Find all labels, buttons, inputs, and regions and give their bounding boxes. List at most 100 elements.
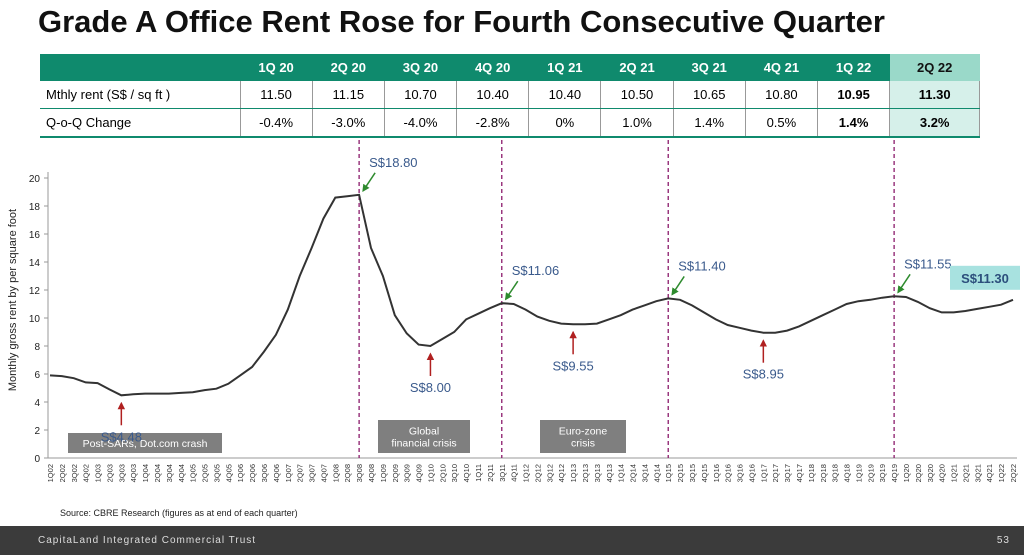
x-tick-label: 4Q07: [319, 464, 328, 482]
table-cell: 3.2%: [889, 108, 981, 138]
table-cell: 10.40: [528, 81, 602, 109]
x-tick-label: 3Q07: [308, 464, 317, 482]
x-tick-label: 1Q11: [474, 464, 483, 482]
x-tick-label: 4Q09: [415, 464, 424, 482]
x-tick-label: 1Q03: [94, 464, 103, 482]
period-label: Euro-zone: [559, 426, 608, 438]
x-tick-label: 3Q09: [403, 464, 412, 482]
x-tick-label: 2Q07: [296, 464, 305, 482]
x-tick-label: 4Q02: [82, 464, 91, 482]
x-tick-label: 1Q02: [46, 464, 55, 482]
x-tick-label: 4Q17: [795, 464, 804, 482]
x-tick-label: 4Q03: [129, 464, 138, 482]
x-tick-label: 1Q06: [236, 464, 245, 482]
x-tick-label: 3Q10: [450, 464, 459, 482]
header-cell: 2Q 21: [600, 54, 674, 81]
x-tick-label: 4Q14: [652, 464, 661, 482]
header-row: 1Q 20 2Q 20 3Q 20 4Q 20 1Q 21 2Q 21 3Q 21 4Q 21…: [40, 54, 980, 81]
table-cell: 0.5%: [745, 108, 819, 138]
table-cell: -4.0%: [384, 108, 458, 138]
table-cell: 1.0%: [600, 108, 674, 138]
x-tick-label: 2Q14: [629, 464, 638, 482]
x-tick-label: 1Q10: [426, 464, 435, 482]
x-tick-label: 4Q08: [367, 464, 376, 482]
table-cell: 11.15: [312, 81, 385, 109]
x-tick-label: 4Q20: [938, 464, 947, 482]
last-label-box: [950, 265, 1020, 290]
x-tick-label: 4Q12: [557, 464, 566, 482]
header-cell: 4Q 20: [456, 54, 529, 81]
x-tick-label: 2Q21: [961, 464, 970, 482]
table-cell: 10.95: [817, 81, 891, 109]
x-tick-label: 2Q03: [105, 464, 114, 482]
x-tick-label: 3Q04: [165, 464, 174, 482]
x-tick-label: 1Q05: [189, 464, 198, 482]
rent-table: 1Q 20 2Q 20 3Q 20 4Q 20 1Q 21 2Q 21 3Q 21 4Q 21…: [40, 54, 981, 138]
header-cell: 1Q 20: [240, 54, 313, 81]
header-cell: 2Q 20: [312, 54, 385, 81]
x-tick-label: 1Q19: [854, 464, 863, 482]
annotation-label: S$4.48: [101, 429, 142, 444]
x-tick-label: 1Q15: [664, 464, 673, 482]
x-tick-label: 1Q12: [522, 464, 531, 482]
x-tick-label: 3Q16: [736, 464, 745, 482]
y-tick-label: 18: [29, 202, 41, 213]
table-row: Mthly rent (S$ / sq ft ) 11.50 11.15 10.70 1…: [40, 81, 981, 109]
annotation-arrow: [671, 275, 685, 296]
y-tick-label: 8: [34, 342, 40, 353]
annotation-label: S$8.00: [410, 380, 451, 395]
header-cell: 1Q 22: [817, 54, 890, 81]
table-cell: 10.80: [745, 81, 819, 109]
x-tick-label: 4Q10: [462, 464, 471, 482]
x-tick-label: 4Q18: [843, 464, 852, 482]
title: Grade A Office Rent Rose for Fourth Cons…: [38, 4, 885, 39]
x-tick-label: 1Q09: [379, 464, 388, 482]
y-tick-label: 0: [34, 454, 40, 465]
x-tick-label: 4Q04: [177, 464, 186, 482]
rent-line: [49, 193, 1014, 397]
annotation-arrow: [897, 273, 911, 294]
period-label: financial crisis: [391, 438, 456, 450]
x-tick-label: 2Q15: [676, 464, 685, 482]
x-tick-label: 2Q18: [819, 464, 828, 482]
table-cell: -3.0%: [312, 108, 385, 138]
annotation-label: S$18.80: [369, 155, 417, 170]
x-tick-label: 2Q05: [201, 464, 210, 482]
x-tick-label: 2Q10: [438, 464, 447, 482]
source: Source: CBRE Research (figures as at end…: [60, 508, 298, 518]
header-cell: 3Q 21: [673, 54, 746, 81]
y-tick-label: 20: [29, 174, 41, 185]
x-tick-label: 2Q04: [153, 464, 162, 482]
x-tick-label: 2Q13: [581, 464, 590, 482]
table-cell: 1.4%: [817, 108, 891, 138]
y-tick-label: 16: [29, 230, 41, 241]
x-tick-label: 4Q21: [985, 464, 994, 482]
chart: Monthly gross rent by per square foot 0 2…: [7, 140, 1020, 482]
x-tick-label: 2Q09: [391, 464, 400, 482]
x-tick-label: 1Q13: [569, 464, 578, 482]
x-tick-label: 3Q06: [260, 464, 269, 482]
x-tick-label: 3Q14: [640, 464, 649, 482]
x-tick-label: 1Q22: [997, 464, 1006, 482]
table-cell: 10.50: [600, 81, 674, 109]
table-cell: 0%: [528, 108, 602, 138]
y-tick-label: 10: [29, 314, 41, 325]
period-box: [68, 433, 222, 453]
header-cell: 2Q 22: [889, 54, 980, 81]
x-tick-label: 2Q08: [343, 464, 352, 482]
y-axis-title: Monthly gross rent by per square foot: [7, 209, 19, 391]
header-cell: 1Q 21: [528, 54, 601, 81]
y-tick-label: 14: [29, 258, 41, 269]
header-cell: [40, 54, 240, 81]
x-tick-label: 3Q17: [783, 464, 792, 482]
x-tick-label: 4Q05: [224, 464, 233, 482]
x-tick-label: 2Q12: [533, 464, 542, 482]
x-tick-label: 1Q18: [807, 464, 816, 482]
row-label: Mthly rent (S$ / sq ft ): [40, 81, 241, 109]
x-tick-label: 1Q07: [284, 464, 293, 482]
x-tick-label: 4Q13: [605, 464, 614, 482]
period-label: Global: [409, 426, 439, 438]
x-tick-label: 4Q19: [890, 464, 899, 482]
x-tick-label: 3Q18: [831, 464, 840, 482]
x-tick-label: 3Q19: [878, 464, 887, 482]
